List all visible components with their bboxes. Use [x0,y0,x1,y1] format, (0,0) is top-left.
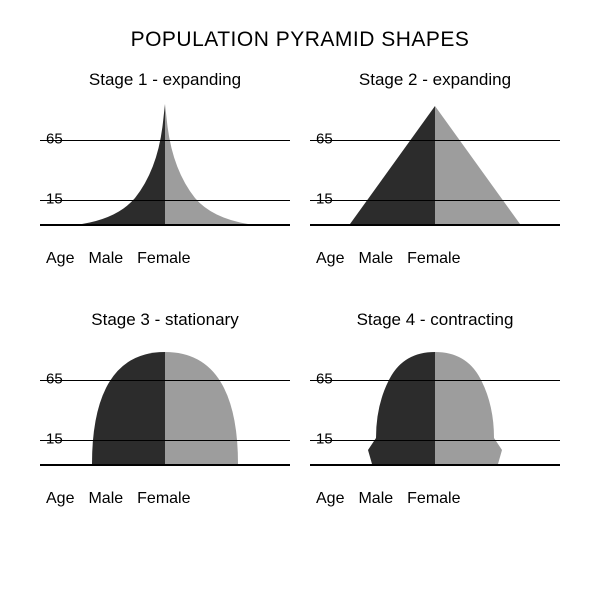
male-shape [368,352,435,464]
ref-line-15 [310,200,560,201]
female-label: Female [137,490,190,508]
male-shape [350,106,435,224]
pyramid-shape [40,334,290,484]
male-label: Male [88,490,123,508]
ref-line-65 [310,380,560,381]
baseline [310,224,560,226]
age-label: Age [316,490,344,508]
axis-labels: Age Male Female [310,484,560,508]
panel-grid: Stage 1 - expanding 65 15 Age Male Femal… [40,70,560,510]
female-shape [165,352,238,464]
ref-line-15 [40,440,290,441]
page-title: POPULATION PYRAMID SHAPES [0,28,600,52]
female-label: Female [407,490,460,508]
panel-stage3: Stage 3 - stationary 65 15 Age Male Fema… [40,310,290,510]
pyramid-shape [40,94,290,244]
page: POPULATION PYRAMID SHAPES Stage 1 - expa… [0,0,600,600]
female-shape [435,106,520,224]
baseline [40,224,290,226]
tick-15: 15 [316,191,333,208]
tick-65: 65 [316,371,333,388]
chart-stage3: 65 15 [40,334,290,484]
ref-line-65 [40,140,290,141]
ref-line-15 [40,200,290,201]
age-label: Age [316,250,344,268]
chart-stage4: 65 15 [310,334,560,484]
female-label: Female [407,250,460,268]
panel-stage2: Stage 2 - expanding 65 15 Age Male Femal… [310,70,560,270]
chart-stage2: 65 15 [310,94,560,244]
tick-15: 15 [316,431,333,448]
tick-15: 15 [46,191,63,208]
pyramid-shape [310,334,560,484]
male-shape [82,104,165,224]
panel-title: Stage 1 - expanding [40,70,290,90]
ref-line-65 [310,140,560,141]
age-label: Age [46,250,74,268]
male-label: Male [358,250,393,268]
ref-line-65 [40,380,290,381]
age-label: Age [46,490,74,508]
tick-65: 65 [316,131,333,148]
axis-labels: Age Male Female [40,244,290,268]
tick-65: 65 [46,131,63,148]
baseline [310,464,560,466]
male-label: Male [358,490,393,508]
panel-stage4: Stage 4 - contracting 65 15 Age Male Fem… [310,310,560,510]
baseline [40,464,290,466]
male-shape [92,352,165,464]
female-shape [435,352,502,464]
male-label: Male [88,250,123,268]
axis-labels: Age Male Female [310,244,560,268]
panel-stage1: Stage 1 - expanding 65 15 Age Male Femal… [40,70,290,270]
axis-labels: Age Male Female [40,484,290,508]
female-label: Female [137,250,190,268]
panel-title: Stage 2 - expanding [310,70,560,90]
chart-stage1: 65 15 [40,94,290,244]
panel-title: Stage 4 - contracting [310,310,560,330]
tick-65: 65 [46,371,63,388]
ref-line-15 [310,440,560,441]
female-shape [165,104,248,224]
panel-title: Stage 3 - stationary [40,310,290,330]
tick-15: 15 [46,431,63,448]
pyramid-shape [310,94,560,244]
